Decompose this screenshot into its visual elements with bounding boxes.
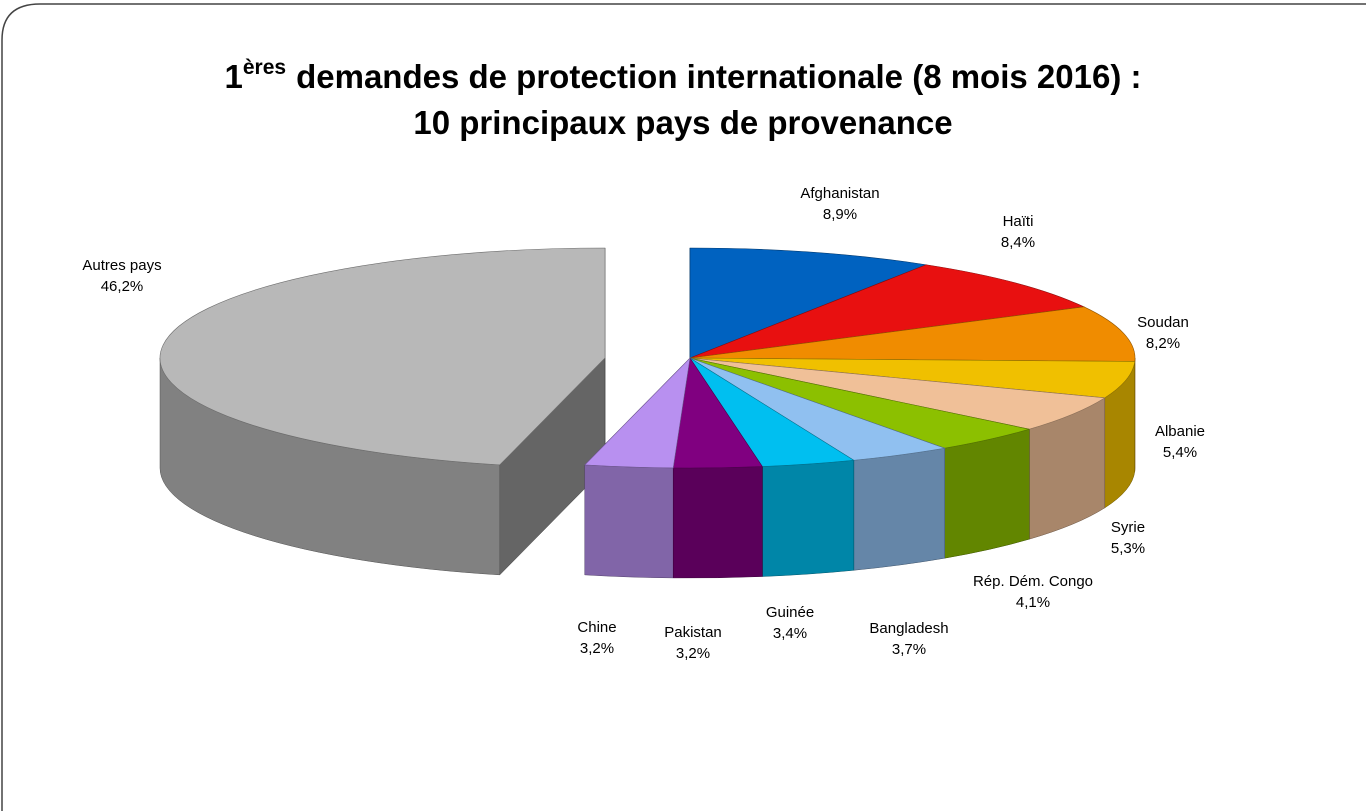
slice-value-label: 3,2% bbox=[580, 640, 614, 657]
slice-wall bbox=[672, 466, 763, 579]
slice-value-label: 3,2% bbox=[676, 645, 710, 662]
chart-subtitle: 10 principaux pays de provenance bbox=[413, 104, 952, 141]
slice-label: Guinée bbox=[766, 604, 814, 621]
slice-wall bbox=[762, 459, 855, 577]
slice-label: Soudan bbox=[1137, 314, 1189, 331]
slice-top bbox=[689, 357, 1136, 399]
slice-label: Rép. Dém. Congo bbox=[973, 573, 1093, 590]
slice-value-label: 5,4% bbox=[1163, 444, 1197, 461]
slice-value-label: 8,9% bbox=[823, 206, 857, 223]
slice-value-label: 8,2% bbox=[1146, 335, 1180, 352]
slice-value-label: 3,7% bbox=[892, 641, 926, 658]
slice-label: Pakistan bbox=[664, 624, 722, 641]
slice-label: Syrie bbox=[1111, 519, 1145, 536]
slice-value-label: 3,4% bbox=[773, 625, 807, 642]
title-superscript: ères bbox=[243, 56, 286, 79]
title-number: 1 bbox=[225, 58, 243, 95]
slice-top bbox=[584, 357, 691, 469]
slice-label: Afghanistan bbox=[800, 185, 879, 202]
slice-wall bbox=[944, 428, 1030, 559]
title-text: demandes de protection internationale (8… bbox=[296, 58, 1141, 95]
slice-wall bbox=[853, 447, 945, 571]
chart-title: 1ères demandes de protection internationa… bbox=[225, 56, 1142, 95]
slice-top bbox=[689, 306, 1136, 362]
slice-top bbox=[689, 357, 1106, 430]
frame bbox=[1, 3, 1366, 811]
slice-top bbox=[159, 247, 606, 466]
slice-value-label: 8,4% bbox=[1001, 234, 1035, 251]
slice-value-label: 46,2% bbox=[101, 278, 144, 295]
slice-value-label: 4,1% bbox=[1016, 594, 1050, 611]
slice-top bbox=[689, 247, 928, 359]
slice-label: Chine bbox=[577, 619, 616, 636]
slice-label: Autres pays bbox=[82, 257, 161, 274]
slice-label: Bangladesh bbox=[869, 620, 948, 637]
slice-wall bbox=[584, 464, 674, 579]
slice-value-label: 5,3% bbox=[1111, 540, 1145, 557]
slice-label: Albanie bbox=[1155, 423, 1205, 440]
slice-label: Haïti bbox=[1003, 213, 1034, 230]
slice-top bbox=[689, 264, 1085, 359]
